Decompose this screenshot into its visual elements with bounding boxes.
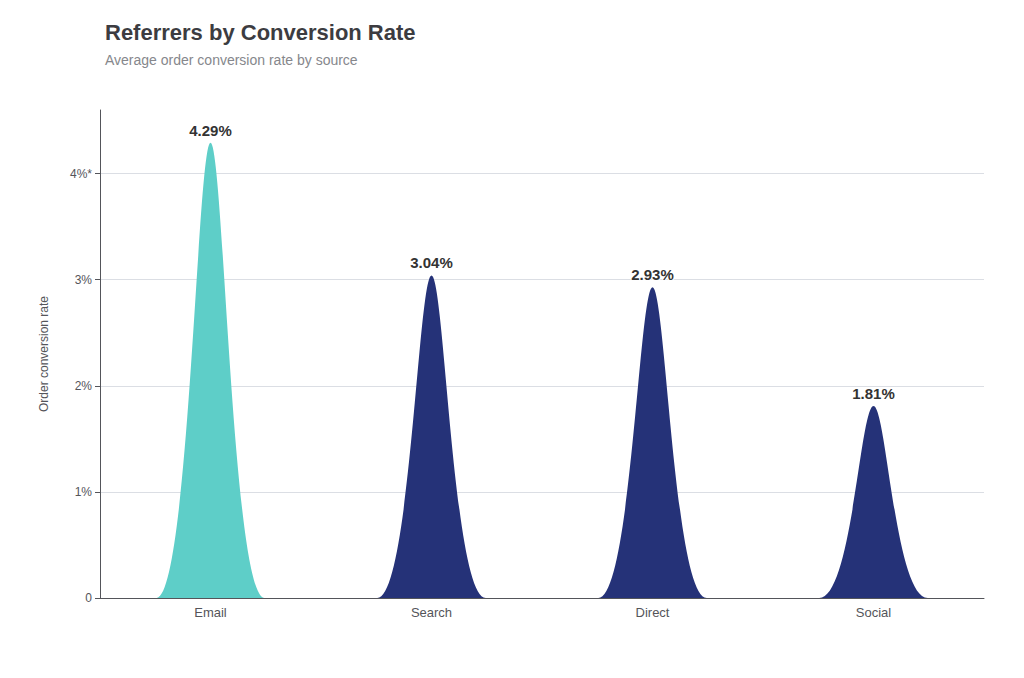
svg-text:2.93%: 2.93%	[631, 266, 674, 283]
svg-text:Search: Search	[411, 605, 452, 620]
svg-text:Email: Email	[194, 605, 227, 620]
svg-text:2%: 2%	[75, 379, 93, 393]
svg-text:1.81%: 1.81%	[852, 385, 895, 402]
svg-text:Social: Social	[856, 605, 892, 620]
svg-text:4%*: 4%*	[70, 167, 92, 181]
svg-text:Average order conversion rate: Average order conversion rate by source	[105, 52, 358, 68]
svg-text:1%: 1%	[75, 485, 93, 499]
svg-text:0: 0	[85, 591, 92, 605]
svg-text:4.29%: 4.29%	[189, 122, 232, 139]
svg-text:3%: 3%	[75, 273, 93, 287]
svg-text:Order conversion rate: Order conversion rate	[37, 296, 51, 412]
svg-text:Direct: Direct	[636, 605, 670, 620]
svg-text:3.04%: 3.04%	[410, 254, 453, 271]
svg-text:Referrers by Conversion Rate: Referrers by Conversion Rate	[105, 20, 416, 45]
